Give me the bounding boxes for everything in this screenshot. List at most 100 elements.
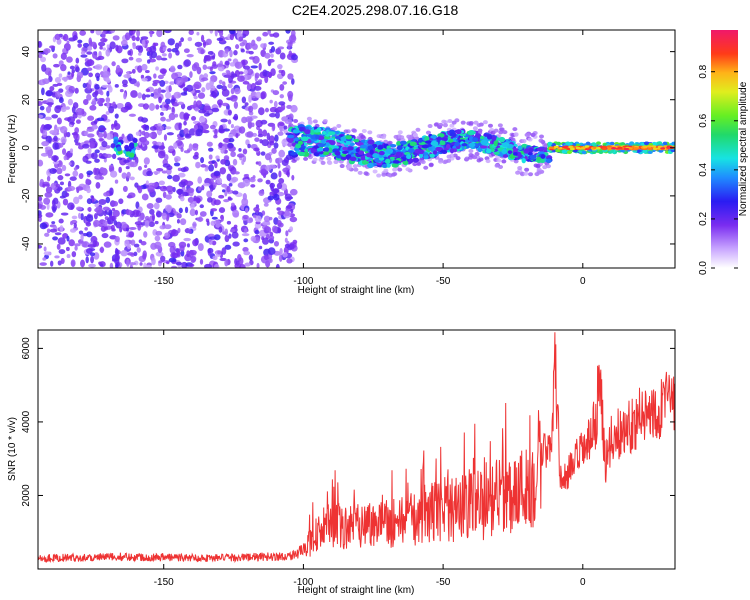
spectrogram-noise-cell bbox=[268, 216, 273, 221]
spectrogram-noise-cell bbox=[194, 107, 200, 112]
spectrogram-noise-cell bbox=[72, 112, 78, 119]
spectrogram-noise-cell bbox=[169, 81, 175, 85]
spectrogram-noise-cell bbox=[80, 51, 86, 55]
spectrogram-noise-cell bbox=[277, 107, 285, 111]
spectrogram-noise-cell bbox=[257, 133, 264, 138]
spectrogram-noise-cell bbox=[162, 163, 171, 168]
spectrogram-noise-cell bbox=[204, 263, 213, 268]
spectrogram-noise-cell bbox=[199, 258, 204, 265]
spectrogram-noise-cell bbox=[128, 262, 137, 266]
spectrogram-halo-cell bbox=[312, 119, 318, 124]
spectrogram-noise-cell bbox=[203, 105, 211, 111]
spectrogram-noise-cell bbox=[165, 126, 172, 130]
spectrogram-noise-cell bbox=[253, 207, 260, 212]
spectrogram-noise-cell bbox=[289, 243, 295, 250]
spectrogram-x-tick-label: -50 bbox=[436, 276, 451, 287]
spectrogram-halo-cell bbox=[468, 120, 474, 125]
spectrogram-ridge-cell bbox=[310, 148, 317, 154]
spectrogram-noise-cell bbox=[145, 88, 151, 93]
spectrogram-noise-cell bbox=[82, 82, 87, 89]
spectrogram-noise-cell bbox=[157, 150, 166, 159]
spectrogram-halo-cell bbox=[546, 164, 552, 169]
spectrogram-ridge-cell bbox=[349, 142, 355, 147]
spectrogram-noise-cell bbox=[216, 63, 224, 67]
spectrogram-noise-cell bbox=[289, 226, 294, 232]
spectrogram-ridge-cell bbox=[298, 147, 305, 151]
spectrogram-noise-cell bbox=[204, 167, 209, 172]
spectrogram-noise-cell bbox=[73, 167, 78, 171]
spectrogram-noise-cell bbox=[38, 114, 44, 119]
spectrogram-noise-cell bbox=[232, 116, 239, 120]
spectrogram-noise-cell bbox=[117, 157, 123, 161]
spectrogram-noise-cell bbox=[244, 102, 249, 106]
spectrogram-noise-cell bbox=[52, 53, 58, 59]
spectrogram-noise-cell bbox=[279, 52, 286, 60]
spectrogram-ridge-cell bbox=[480, 139, 488, 146]
spectrogram-noise-cell bbox=[69, 121, 75, 125]
spectrogram-halo-cell bbox=[353, 167, 359, 172]
spectrogram-noise-cell bbox=[224, 259, 229, 267]
spectrogram-core-cell bbox=[662, 141, 668, 146]
spectrogram-peak-cell bbox=[569, 147, 575, 151]
spectrogram-noise-cell bbox=[209, 85, 216, 91]
spectrogram-noise-cell bbox=[111, 207, 116, 212]
spectrogram-ridge-cell bbox=[408, 158, 414, 164]
spectrogram-noise-cell bbox=[78, 173, 84, 180]
spectrogram-noise-cell bbox=[262, 221, 269, 226]
spectrogram-noise-cell bbox=[85, 247, 93, 254]
spectrogram-noise-cell bbox=[171, 106, 175, 113]
spectrogram-noise-cell bbox=[228, 182, 233, 187]
spectrogram-noise-cell bbox=[187, 196, 195, 204]
spectrogram-noise-cell bbox=[168, 257, 177, 263]
spectrogram-noise-cell bbox=[168, 84, 172, 93]
spectrogram-noise-cell bbox=[87, 147, 92, 154]
spectrogram-noise-cell bbox=[150, 242, 157, 250]
spectrogram-noise-cell bbox=[187, 36, 193, 42]
spectrogram-halo-cell bbox=[442, 160, 448, 165]
spectrogram-noise-cell bbox=[73, 131, 78, 140]
spectrogram-noise-cell bbox=[110, 30, 116, 34]
spectrogram-noise-cell bbox=[250, 184, 256, 188]
spectrogram-noise-cell bbox=[169, 245, 176, 254]
spectrogram-noise-cell bbox=[277, 210, 285, 216]
spectrogram-noise-cell bbox=[189, 208, 196, 217]
spectrogram-ridge-cell bbox=[294, 137, 300, 142]
spectrogram-noise-cell bbox=[98, 261, 102, 265]
spectrogram-noise-cell bbox=[228, 137, 235, 143]
spectrogram-noise-cell bbox=[251, 102, 258, 110]
spectrogram-noise-cell bbox=[231, 176, 239, 183]
spectrogram-noise-cell bbox=[160, 255, 166, 262]
spectrogram-noise-cell bbox=[150, 131, 158, 140]
spectrogram-noise-cell bbox=[202, 39, 207, 48]
spectrogram-noise-cell bbox=[112, 209, 120, 218]
spectrogram-noise-cell bbox=[149, 30, 153, 38]
spectrogram-noise-cell bbox=[126, 243, 131, 250]
spectrogram-noise-cell bbox=[287, 73, 294, 80]
spectrogram-ridge-cell bbox=[539, 158, 546, 163]
spectrogram-noise-cell bbox=[66, 40, 70, 44]
spectrogram-noise-cell bbox=[228, 30, 236, 35]
spectrogram-ridge-cell bbox=[315, 134, 320, 140]
spectrogram-noise-cell bbox=[130, 90, 138, 98]
spectrogram-noise-cell bbox=[105, 145, 111, 149]
snr-y-axis-label: SNR (10 * v/v) bbox=[7, 417, 18, 481]
spectrogram-noise-cell bbox=[142, 103, 150, 110]
spectrogram-ridge-cell bbox=[423, 154, 429, 160]
spectrogram-noise-cell bbox=[269, 231, 274, 237]
spectrogram-noise-cell bbox=[225, 69, 230, 74]
spectrogram-noise-cell bbox=[45, 186, 53, 194]
spectrogram-noise-cell bbox=[185, 84, 194, 92]
spectrogram-noise-cell bbox=[278, 170, 282, 178]
spectrogram-noise-cell bbox=[213, 199, 221, 206]
spectrogram-noise-cell bbox=[75, 107, 84, 116]
spectrogram-halo-cell bbox=[468, 155, 474, 160]
spectrogram-noise-cell bbox=[78, 212, 82, 219]
spectrogram-noise-cell bbox=[38, 100, 43, 107]
spectrogram-noise-cell bbox=[45, 106, 52, 114]
spectrogram-noise-cell bbox=[159, 112, 164, 116]
spectrogram-noise-cell bbox=[129, 264, 133, 268]
spectrogram-core-cell bbox=[647, 150, 653, 155]
spectrogram-core-cell bbox=[598, 150, 604, 154]
spectrogram-ridge-cell bbox=[318, 150, 324, 155]
spectrogram-core-cell bbox=[595, 141, 601, 145]
